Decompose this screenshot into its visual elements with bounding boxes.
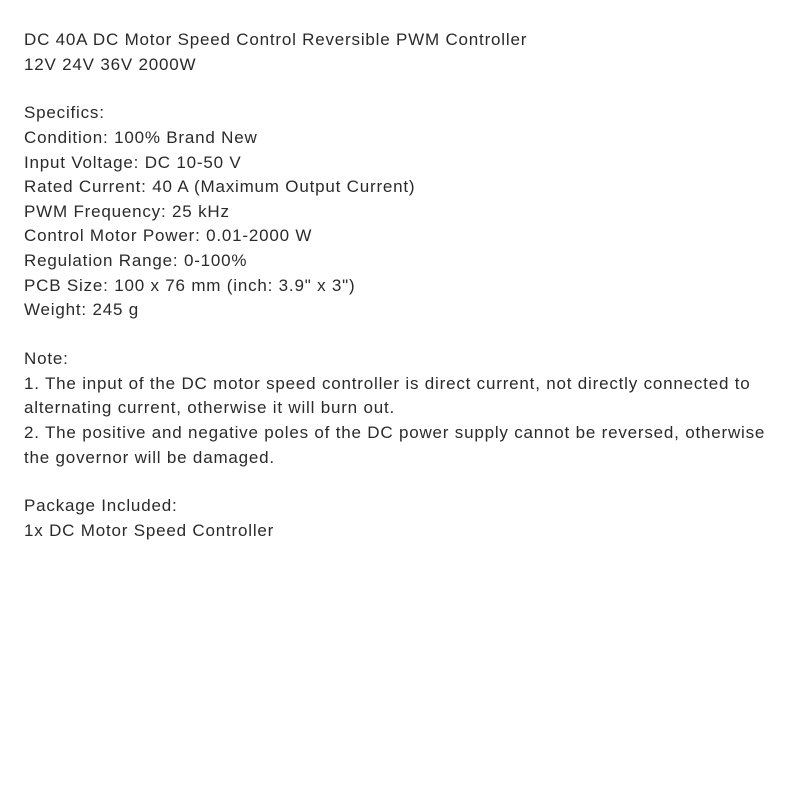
- title-line-2: 12V 24V 36V 2000W: [24, 53, 776, 78]
- spec-input-voltage: Input Voltage: DC 10-50 V: [24, 151, 776, 176]
- spec-pwm-frequency: PWM Frequency: 25 kHz: [24, 200, 776, 225]
- spec-weight: Weight: 245 g: [24, 298, 776, 323]
- note-item-2: 2. The positive and negative poles of th…: [24, 421, 776, 470]
- package-block: Package Included: 1x DC Motor Speed Cont…: [24, 494, 776, 543]
- specifics-heading: Specifics:: [24, 101, 776, 126]
- spec-condition: Condition: 100% Brand New: [24, 126, 776, 151]
- package-heading: Package Included:: [24, 494, 776, 519]
- specifics-block: Specifics: Condition: 100% Brand New Inp…: [24, 101, 776, 323]
- note-heading: Note:: [24, 347, 776, 372]
- spec-regulation-range: Regulation Range: 0-100%: [24, 249, 776, 274]
- package-item-1: 1x DC Motor Speed Controller: [24, 519, 776, 544]
- title-block: DC 40A DC Motor Speed Control Reversible…: [24, 28, 776, 77]
- note-item-1: 1. The input of the DC motor speed contr…: [24, 372, 776, 421]
- title-line-1: DC 40A DC Motor Speed Control Reversible…: [24, 28, 776, 53]
- note-block: Note: 1. The input of the DC motor speed…: [24, 347, 776, 470]
- spec-pcb-size: PCB Size: 100 x 76 mm (inch: 3.9" x 3"): [24, 274, 776, 299]
- spec-control-motor-power: Control Motor Power: 0.01-2000 W: [24, 224, 776, 249]
- spec-rated-current: Rated Current: 40 A (Maximum Output Curr…: [24, 175, 776, 200]
